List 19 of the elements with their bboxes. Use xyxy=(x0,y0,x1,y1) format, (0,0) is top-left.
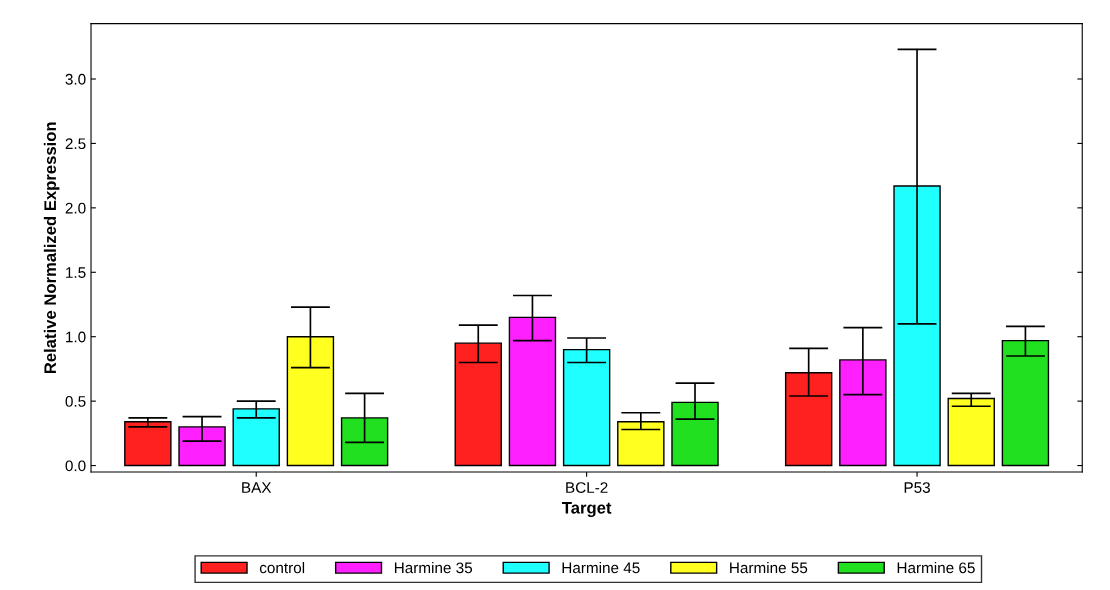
bar xyxy=(124,421,172,467)
bar xyxy=(947,397,995,467)
y-tick-label: 0.5 xyxy=(65,396,86,407)
y-tick-label: 3.0 xyxy=(65,73,86,85)
y-tick-label: 2.5 xyxy=(65,138,86,150)
legend-label: Harmine 65 xyxy=(897,562,975,574)
y-axis-title: Relative Normalized Expression xyxy=(43,122,60,374)
legend-label: Harmine 35 xyxy=(394,562,473,574)
x-tick-label: P53 xyxy=(904,482,930,493)
legend-label: Harmine 45 xyxy=(562,562,640,574)
legend-label: Harmine 55 xyxy=(730,562,808,574)
y-tick-label: 1.0 xyxy=(66,331,86,343)
y-tick-label: 1.5 xyxy=(66,267,86,278)
x-tick-label: BCL-2 xyxy=(566,482,608,493)
legend-label: control xyxy=(259,562,305,574)
y-tick-label: 0.0 xyxy=(65,460,86,472)
x-axis-title: Target xyxy=(561,502,612,518)
x-tick-label: BAX xyxy=(242,482,272,493)
y-tick-label: 2.0 xyxy=(65,202,86,214)
